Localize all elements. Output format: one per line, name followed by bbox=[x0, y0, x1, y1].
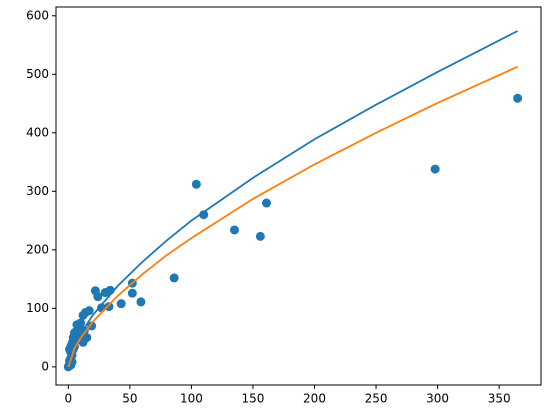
scatter-point bbox=[82, 333, 92, 343]
scatter-point bbox=[78, 310, 88, 320]
y-tick-label: 0 bbox=[41, 359, 49, 373]
scatter-point bbox=[87, 321, 97, 331]
scatter-point bbox=[104, 302, 114, 312]
scatter-point bbox=[66, 360, 76, 370]
scatter-point bbox=[90, 286, 100, 296]
fit-line bbox=[67, 65, 518, 368]
scatter-point bbox=[127, 288, 137, 298]
x-tick-label: 100 bbox=[180, 392, 203, 406]
y-tick-label: 500 bbox=[26, 67, 49, 81]
scatter-point bbox=[430, 164, 440, 174]
x-tick-label: 250 bbox=[365, 392, 388, 406]
x-tick-label: 300 bbox=[426, 392, 449, 406]
y-tick-label: 100 bbox=[26, 301, 49, 315]
scatter-point bbox=[73, 321, 83, 331]
scatter-point bbox=[199, 210, 209, 220]
scatter-point bbox=[513, 93, 523, 103]
scatter-point bbox=[100, 288, 110, 298]
scatter-point bbox=[136, 297, 146, 307]
x-tick-label: 150 bbox=[242, 392, 265, 406]
scatter-point bbox=[229, 225, 239, 235]
scatter-point bbox=[191, 179, 201, 189]
y-tick-label: 400 bbox=[26, 125, 49, 139]
x-tick-label: 200 bbox=[303, 392, 326, 406]
scatter-point bbox=[116, 299, 126, 309]
axes-frame bbox=[55, 6, 542, 386]
y-tick-label: 300 bbox=[26, 184, 49, 198]
fit-line bbox=[67, 30, 519, 368]
x-tick-label: 50 bbox=[122, 392, 137, 406]
scatter-point bbox=[169, 273, 179, 283]
x-tick-label: 0 bbox=[64, 392, 72, 406]
y-tick-label: 200 bbox=[26, 242, 49, 256]
x-tick-label: 350 bbox=[488, 392, 511, 406]
scatter-point bbox=[261, 198, 271, 208]
y-tick-label: 600 bbox=[26, 8, 49, 22]
scatter-point bbox=[255, 231, 265, 241]
